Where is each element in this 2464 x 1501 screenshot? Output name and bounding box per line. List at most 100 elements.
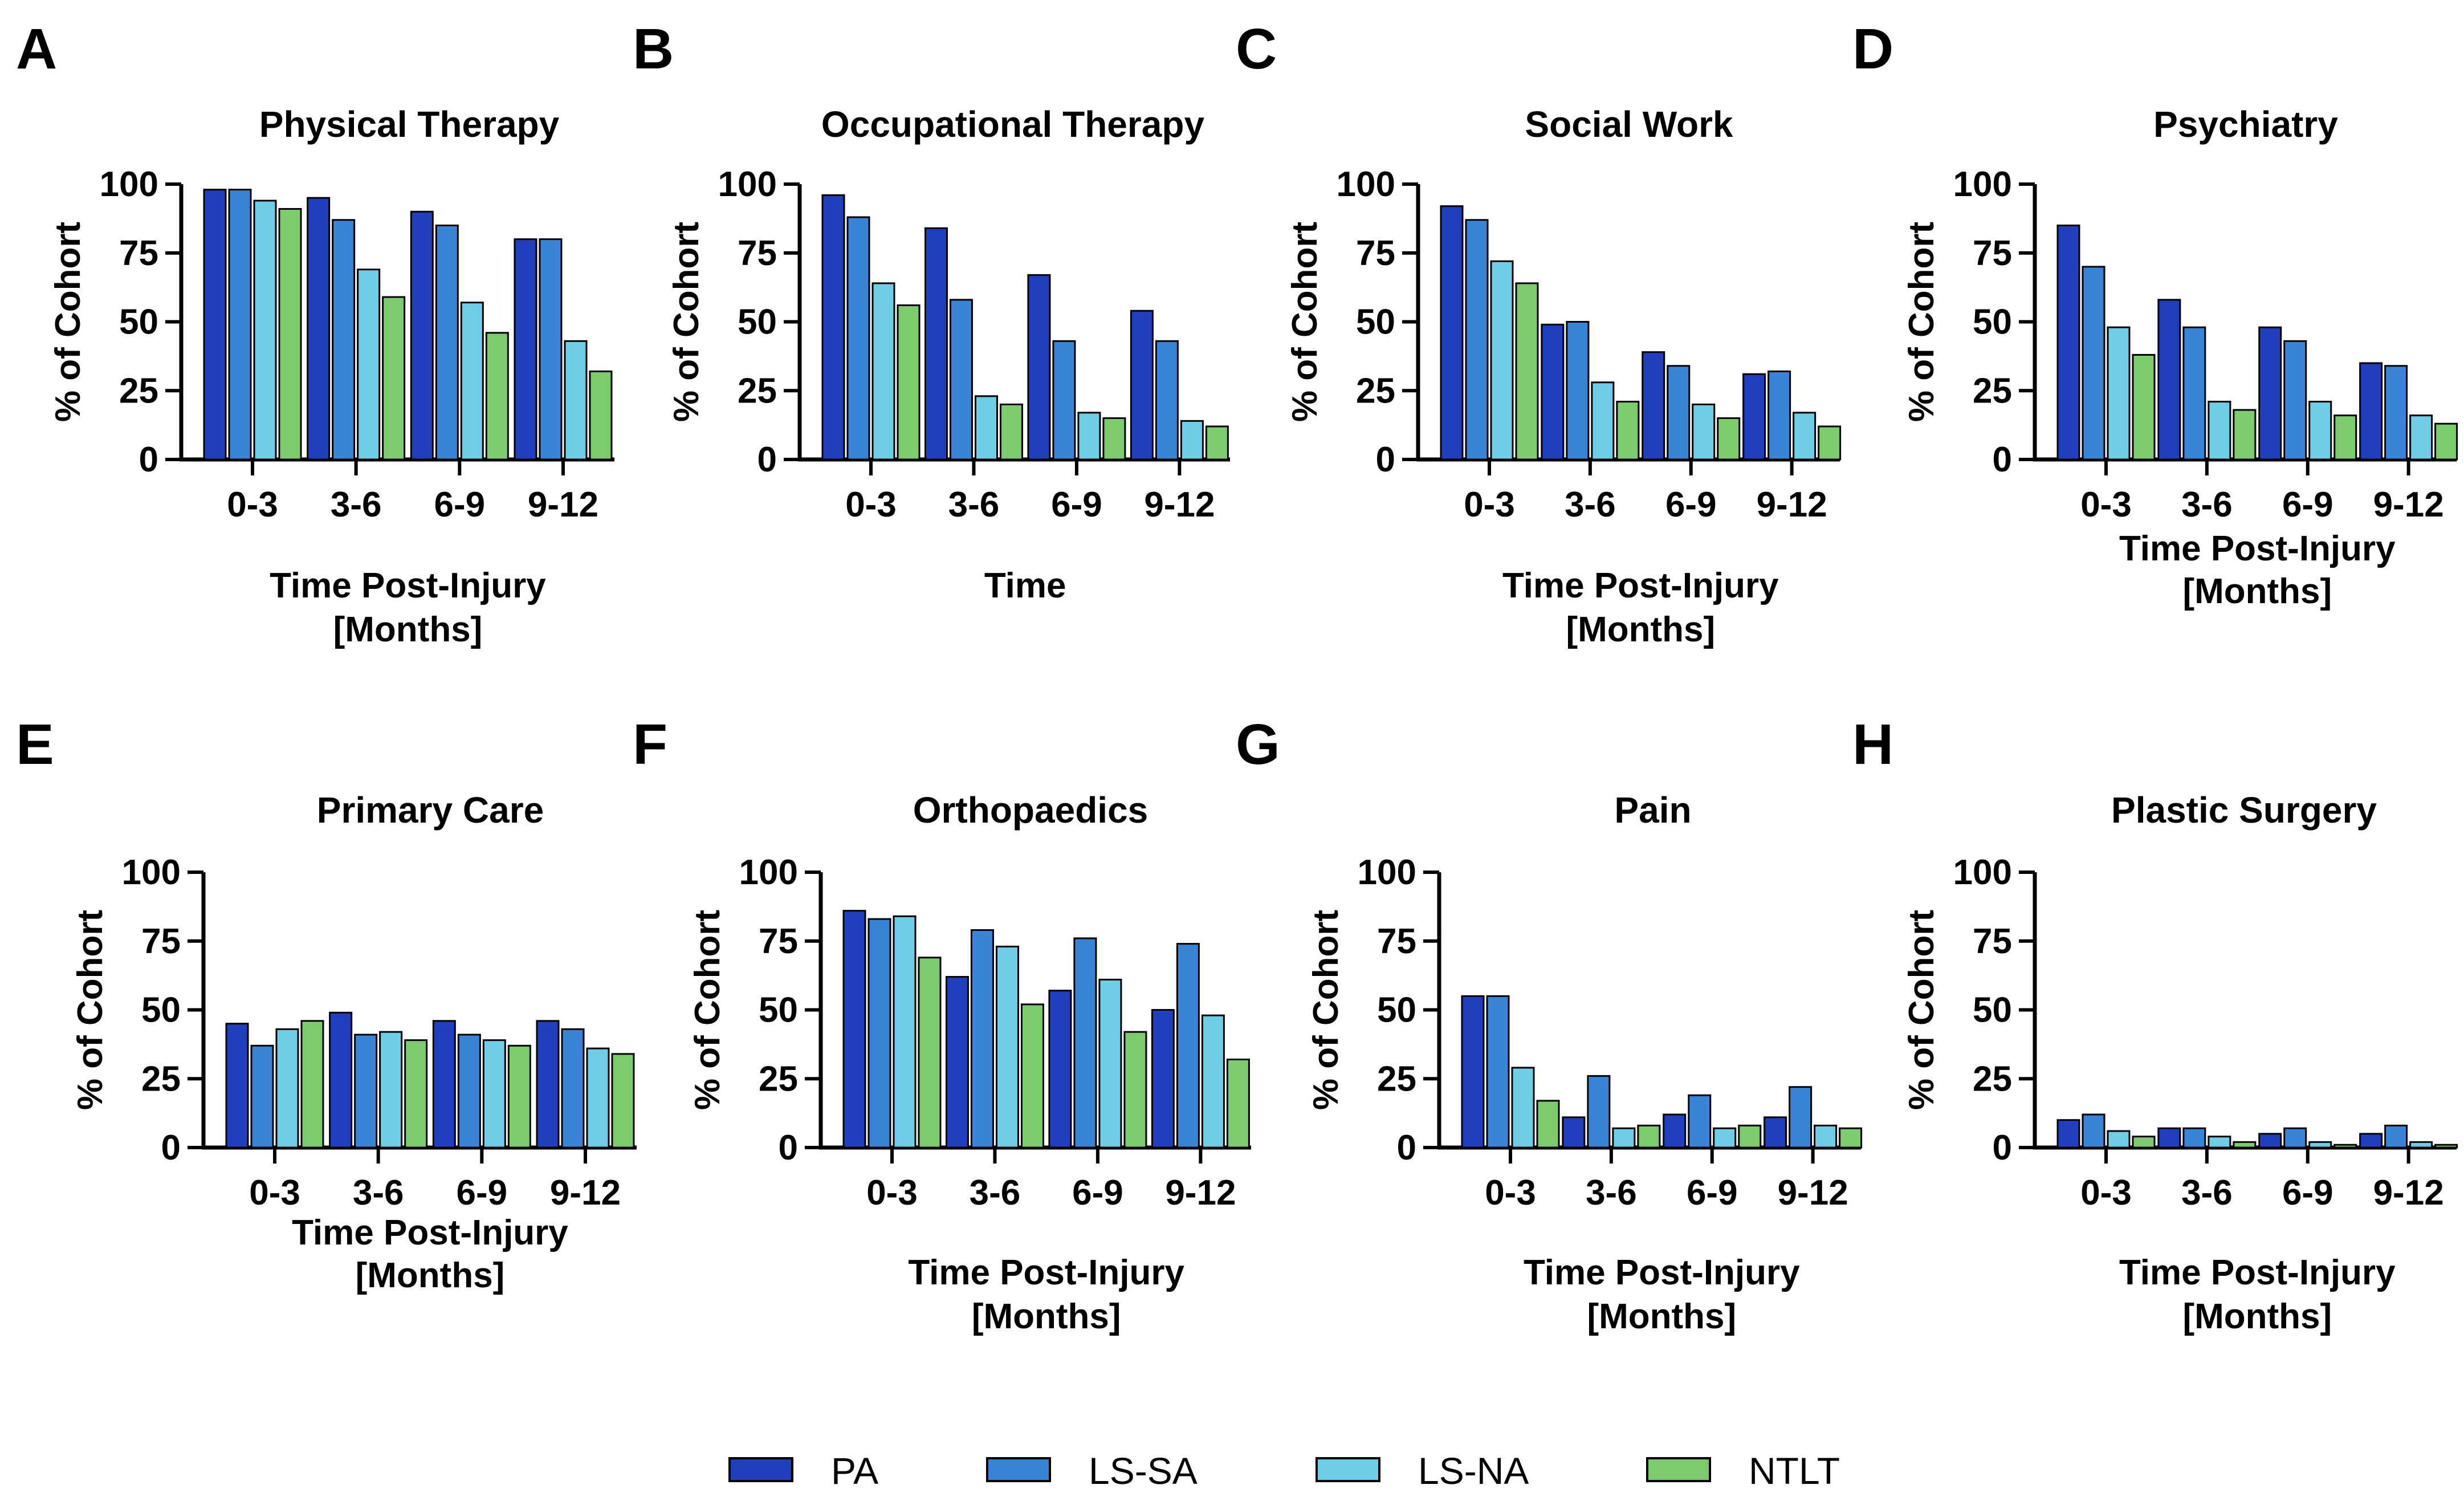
chart-title: Plastic Surgery	[2111, 790, 2377, 831]
x-tick-label: 9-12	[1144, 485, 1215, 524]
x-axis-label: [Months]	[972, 1297, 1121, 1336]
chart-title: Primary Care	[317, 790, 544, 831]
bar-ls-na-0-3	[2107, 1130, 2131, 1149]
y-tick-label: 75	[1356, 234, 1395, 273]
y-tick-label: 0	[1993, 440, 2012, 479]
legend-item-ntlt: NTLT	[1646, 1450, 1840, 1492]
bar-pa-6-9	[432, 1020, 456, 1149]
x-tick-label: 9-12	[1778, 1173, 1848, 1213]
bar-pa-0-3	[2056, 224, 2080, 461]
bar-ntlt-0-3	[897, 304, 921, 461]
legend-item-pa: PA	[728, 1450, 878, 1492]
y-tick-label: 50	[738, 303, 777, 342]
bar-ntlt-0-3	[918, 957, 942, 1149]
x-axis-label: [Months]	[333, 610, 483, 649]
bar-pa-3-6	[924, 227, 948, 461]
legend-swatch	[1646, 1457, 1711, 1482]
x-axis-label: [Months]	[2182, 572, 2332, 611]
bar-pa-3-6	[945, 976, 969, 1149]
x-tick-label: 6-9	[1687, 1173, 1738, 1213]
y-tick-label: 25	[1377, 1059, 1416, 1099]
panel-letter: A	[16, 17, 57, 81]
bar-ls-sa-9-12	[2384, 365, 2408, 461]
legend-item-ls-na: LS-NA	[1316, 1450, 1529, 1492]
bar-ls-na-3-6	[2208, 401, 2231, 461]
bar-ntlt-0-3	[1515, 282, 1539, 461]
bar-ls-sa-9-12	[1155, 340, 1179, 461]
chart-title: Social Work	[1525, 104, 1733, 145]
x-tick-label: 3-6	[948, 485, 1000, 524]
x-axis-label: [Months]	[1587, 1297, 1736, 1336]
y-tick-label: 100	[718, 165, 777, 204]
bar-ntlt-9-12	[2434, 422, 2458, 461]
bar-ls-sa-9-12	[1789, 1086, 1813, 1149]
bar-ls-sa-9-12	[1176, 943, 1200, 1149]
bar-pa-0-3	[2056, 1119, 2080, 1149]
x-axis-label: Time Post-Injury	[292, 1213, 568, 1252]
panel-letter: D	[1852, 17, 1893, 81]
x-tick-label: 9-12	[2373, 485, 2444, 524]
bar-ls-sa-6-9	[1688, 1094, 1712, 1149]
x-tick-label: 0-3	[1485, 1173, 1536, 1213]
bar-ls-na-6-9	[1077, 412, 1101, 461]
bar-pa-9-12	[2359, 1133, 2383, 1149]
panel-E: E Primary Care 0 25 50 75 100 % of Cohort 0-3 3-6…	[16, 713, 637, 1295]
y-tick-label: 25	[141, 1059, 181, 1099]
bar-ntlt-6-9	[1738, 1124, 1762, 1149]
x-tick-label: 9-12	[2373, 1173, 2444, 1213]
bar-pa-3-6	[1562, 1116, 1586, 1149]
panel-D: D Psychiatry 0 25 50 75 100 % of Cohort 0-3 3-6 6-…	[1852, 17, 2458, 611]
bar-ls-na-9-12	[1180, 420, 1204, 461]
bar-ntlt-9-12	[611, 1053, 635, 1149]
x-tick-label: 3-6	[331, 485, 382, 524]
bar-ls-na-3-6	[995, 945, 1019, 1149]
y-tick-label: 25	[119, 371, 158, 410]
bar-ntlt-6-9	[1102, 417, 1126, 461]
y-tick-label: 100	[122, 853, 181, 892]
bar-ls-na-0-3	[893, 915, 917, 1149]
chart-title: Orthopaedics	[913, 790, 1148, 831]
x-axis-label: Time	[984, 566, 1066, 605]
chart-title: Psychiatry	[2153, 104, 2338, 145]
bar-ls-sa-3-6	[1566, 321, 1590, 461]
bar-ntlt-6-9	[507, 1044, 531, 1149]
bar-pa-3-6	[2157, 1127, 2181, 1149]
bar-pa-6-9	[2258, 326, 2282, 461]
x-tick-label: 9-12	[1165, 1173, 1236, 1213]
bar-ls-na-3-6	[379, 1031, 403, 1149]
bar-ntlt-3-6	[2233, 1141, 2257, 1149]
x-tick-label: 0-3	[227, 485, 278, 524]
y-tick-label: 100	[1953, 853, 2012, 892]
bar-ls-na-3-6	[1612, 1127, 1636, 1149]
y-tick-label: 25	[1973, 1059, 2012, 1099]
y-tick-label: 75	[1377, 922, 1416, 961]
x-tick-label: 0-3	[2080, 485, 2132, 524]
bar-pa-9-12	[1764, 1116, 1787, 1149]
y-tick-label: 0	[1993, 1128, 2012, 1168]
bar-ls-na-3-6	[357, 269, 381, 461]
x-axis-label: Time Post-Injury	[908, 1253, 1184, 1292]
x-tick-label: 0-3	[2080, 1173, 2132, 1213]
y-tick-label: 25	[759, 1059, 798, 1099]
y-tick-label: 100	[1953, 165, 2012, 204]
panel-A: A Physical Therapy 0 25 50 75 100 % of Cohort 0-…	[16, 17, 614, 649]
legend-label: LS-SA	[1089, 1450, 1198, 1492]
x-axis-label: Time Post-Injury	[2119, 529, 2396, 568]
bar-ls-na-9-12	[586, 1047, 610, 1149]
bar-pa-3-6	[1541, 323, 1565, 461]
bar-ls-na-6-9	[1098, 978, 1122, 1149]
panel-letter: C	[1236, 17, 1277, 81]
panel-letter: G	[1236, 713, 1280, 776]
bar-pa-9-12	[2359, 362, 2383, 461]
x-tick-label: 3-6	[2181, 485, 2233, 524]
bar-ls-na-9-12	[1814, 1124, 1838, 1149]
bar-ntlt-6-9	[1123, 1031, 1147, 1149]
x-tick-label: 0-3	[1464, 485, 1515, 524]
bar-ntlt-0-3	[1536, 1100, 1560, 1149]
x-tick-label: 6-9	[1051, 485, 1102, 524]
bar-ls-sa-3-6	[2182, 326, 2206, 461]
bar-ls-na-9-12	[564, 340, 588, 461]
bar-ntlt-6-9	[2333, 414, 2357, 461]
bar-ls-na-9-12	[2409, 1141, 2433, 1149]
x-tick-label: 0-3	[249, 1173, 300, 1213]
